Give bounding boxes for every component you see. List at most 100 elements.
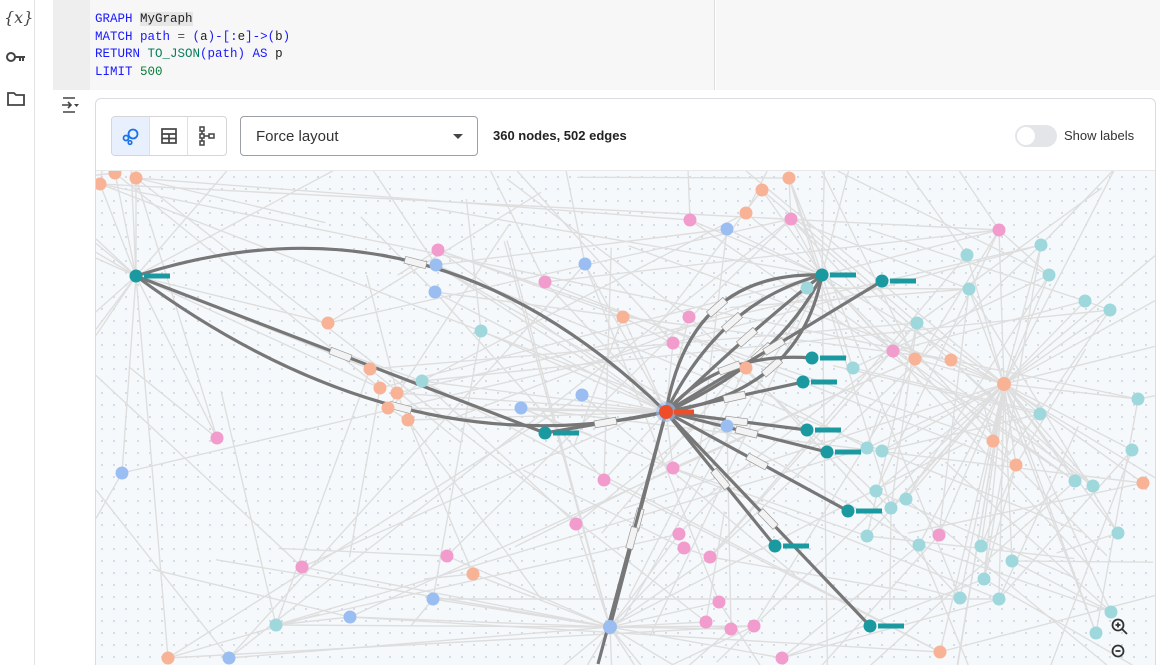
node-label	[835, 449, 861, 455]
graph-edge	[446, 218, 792, 557]
graph-node	[1034, 238, 1048, 252]
code-editor-side	[716, 0, 1160, 90]
graph-edge	[396, 244, 1042, 394]
graph-edge	[907, 482, 1144, 534]
graph-edge	[906, 171, 968, 256]
graph-node	[426, 592, 440, 606]
graph-node	[960, 248, 974, 262]
code-token: MATCH	[95, 29, 141, 44]
graph-edge	[435, 264, 883, 452]
graph-edge	[821, 274, 829, 665]
graph-edge	[705, 350, 894, 499]
graph-edge	[152, 568, 351, 618]
graph-node	[401, 413, 415, 427]
graph-edge	[99, 183, 728, 427]
graph-edge	[821, 171, 825, 276]
graph-edge	[327, 191, 542, 324]
graph-node-result	[863, 619, 877, 633]
graph-node	[1005, 554, 1019, 568]
layout-select[interactable]: Force layout	[240, 116, 478, 156]
graph-edge	[437, 249, 667, 413]
graph-edge	[894, 580, 961, 599]
graph-edge	[349, 616, 611, 628]
graph-node	[597, 473, 611, 487]
edge-label	[734, 425, 759, 439]
zoom-in-icon[interactable]	[1109, 617, 1131, 639]
graph-edge	[275, 447, 868, 626]
graph-edge	[215, 558, 611, 628]
graph-node	[1068, 474, 1082, 488]
graph-edge	[96, 251, 137, 277]
graph-node-result	[805, 351, 819, 365]
graph-edge	[788, 177, 792, 220]
node-label	[856, 508, 882, 514]
graph-edge	[983, 244, 1042, 580]
graph-edge	[275, 624, 611, 628]
graph-node	[755, 183, 769, 197]
graph-node	[390, 386, 404, 400]
graph-node	[747, 619, 761, 633]
graph-edge	[96, 275, 137, 313]
graph-edge	[96, 472, 123, 519]
output-toggle-icon[interactable]	[60, 96, 82, 116]
graph-edge	[866, 408, 882, 449]
graph-toolbar: Force layout 360 nodes, 502 edges Show l…	[96, 99, 1155, 171]
graph-edge	[609, 626, 674, 665]
code-token: p	[275, 47, 283, 61]
schema-view-button[interactable]	[188, 117, 226, 155]
graph-node	[1136, 476, 1150, 490]
graph-node	[782, 171, 796, 185]
graph-node	[886, 344, 900, 358]
graph-edge	[998, 383, 1005, 600]
graph-edge	[369, 368, 461, 443]
graph-node	[1104, 605, 1118, 619]
graph-edge	[1011, 560, 1112, 613]
graph-node	[578, 257, 592, 271]
graph-node	[846, 361, 860, 375]
graph-view-button[interactable]	[112, 117, 150, 155]
graph-edge	[446, 555, 611, 628]
graph-svg[interactable]	[96, 171, 1155, 665]
code-editor[interactable]: GRAPH MyGraph MATCH path = (a)-[:e]->(b) R…	[90, 0, 715, 90]
graph-edge	[407, 419, 542, 600]
graph-edge	[726, 228, 823, 276]
folder-icon[interactable]	[4, 91, 28, 112]
variables-icon[interactable]: {x}	[4, 8, 34, 27]
graph-node	[1131, 392, 1145, 406]
code-token: TO_JSON	[147, 47, 201, 61]
graph-edge	[220, 390, 277, 626]
graph-edge	[1003, 383, 1133, 451]
graph-edge	[96, 489, 230, 659]
graph-edge	[372, 171, 437, 266]
graph-edge	[128, 366, 218, 439]
table-view-button[interactable]	[150, 117, 188, 155]
graph-edge	[135, 177, 218, 439]
graph-edge	[114, 172, 137, 277]
graph-edge	[788, 177, 892, 509]
graph-edge	[167, 394, 583, 659]
graph-edge	[1003, 383, 1013, 562]
graph-canvas[interactable]	[96, 171, 1155, 665]
key-icon[interactable]	[4, 50, 28, 69]
zoom-out-icon[interactable]	[1109, 643, 1131, 665]
graph-node-result	[538, 426, 552, 440]
graph-edge	[603, 247, 612, 481]
graph-node	[222, 651, 236, 665]
show-labels-toggle[interactable]	[1015, 125, 1057, 147]
graph-edge	[788, 177, 961, 599]
graph-edge	[998, 229, 1050, 276]
graph-edge	[609, 626, 642, 665]
graph-edge	[96, 257, 137, 277]
graph-edge	[609, 547, 685, 628]
graph-edge	[609, 621, 707, 628]
code-token: a	[200, 29, 208, 44]
graph-edge	[745, 367, 961, 599]
toggle-knob	[1017, 127, 1035, 145]
graph-node	[1125, 443, 1139, 457]
graph-edge	[821, 534, 940, 665]
graph-node	[1111, 526, 1125, 540]
graph-node	[739, 361, 753, 375]
graph-edge	[135, 275, 329, 324]
graph-edge	[781, 578, 985, 659]
graph-edge	[544, 281, 667, 413]
